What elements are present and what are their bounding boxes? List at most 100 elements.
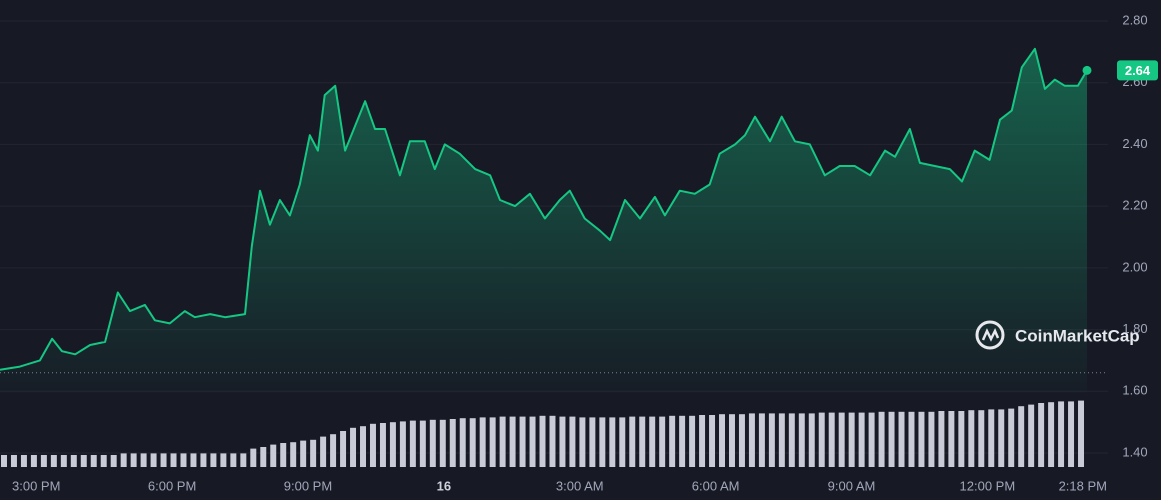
volume-bar xyxy=(260,447,267,467)
volume-bar xyxy=(998,409,1005,467)
volume-bar xyxy=(519,416,526,467)
volume-bar xyxy=(230,453,237,467)
volume-bar xyxy=(1,455,7,467)
volume-bar xyxy=(928,411,935,467)
volume-bar xyxy=(888,411,895,467)
volume-bar xyxy=(589,417,596,467)
volume-bar xyxy=(80,455,87,467)
volume-bar xyxy=(20,455,27,467)
volume-bar xyxy=(350,427,357,467)
volume-bar xyxy=(110,455,117,467)
price-tag-label: 2.64 xyxy=(1125,63,1151,78)
volume-bar xyxy=(369,423,376,467)
volume-bar xyxy=(1018,406,1025,467)
volume-bar xyxy=(300,440,307,467)
volume-bar xyxy=(579,417,586,467)
volume-bar xyxy=(649,416,656,467)
volume-bar xyxy=(489,417,496,467)
volume-bar xyxy=(419,420,426,467)
volume-bar xyxy=(100,455,107,467)
volume-bar xyxy=(619,417,626,467)
volume-bar xyxy=(320,436,327,467)
y-tick-label: 2.20 xyxy=(1122,198,1147,213)
volume-bar xyxy=(719,414,726,467)
volume-bar xyxy=(918,411,925,467)
volume-bar xyxy=(898,411,905,467)
volume-bar xyxy=(1048,402,1055,467)
volume-bar xyxy=(439,419,446,467)
volume-bar xyxy=(549,415,556,467)
volume-bar xyxy=(469,418,476,467)
volume-bar xyxy=(838,412,845,467)
x-tick-label: 9:00 AM xyxy=(828,478,876,493)
volume-bar xyxy=(878,411,885,467)
volume-bar xyxy=(868,412,875,467)
volume-bar xyxy=(409,420,416,467)
x-tick-label: 6:00 AM xyxy=(692,478,740,493)
x-tick-label: 16 xyxy=(437,478,451,493)
volume-bar xyxy=(50,455,57,467)
y-tick-label: 1.40 xyxy=(1122,444,1147,459)
volume-bar xyxy=(280,443,287,467)
volume-bar xyxy=(948,411,955,467)
volume-bar xyxy=(1058,401,1065,467)
volume-bar xyxy=(599,417,606,467)
volume-bar xyxy=(778,413,785,467)
x-tick-label: 6:00 PM xyxy=(148,478,196,493)
volume-bar xyxy=(130,453,137,467)
volume-bar xyxy=(699,415,706,467)
y-tick-label: 2.80 xyxy=(1122,12,1147,27)
axes: 1.401.601.802.002.202.402.602.803:00 PM 6… xyxy=(12,12,1158,493)
volume-bar xyxy=(529,416,536,467)
volume-bar xyxy=(818,412,825,467)
volume-bar xyxy=(170,453,177,467)
volume-bar xyxy=(798,413,805,467)
volume-bar xyxy=(210,453,217,467)
volume-bar xyxy=(10,455,17,467)
volume-bar xyxy=(360,426,366,467)
volume-bar xyxy=(200,453,207,467)
last-point xyxy=(1082,65,1092,75)
price-tag xyxy=(1117,60,1158,81)
logo xyxy=(975,320,1005,350)
volume-bar xyxy=(220,453,227,467)
volume-bar xyxy=(140,453,147,467)
volume-bar xyxy=(958,411,965,467)
volume-bar xyxy=(858,412,865,467)
volume-bar xyxy=(788,413,795,467)
volume-bar xyxy=(988,409,995,467)
volume-bar xyxy=(748,413,755,467)
volume-bar xyxy=(728,414,735,467)
volume-bar xyxy=(539,415,546,467)
volume-bar xyxy=(60,455,67,467)
y-tick-label: 1.80 xyxy=(1122,321,1147,336)
volume-bar xyxy=(1008,408,1015,467)
volume-bar xyxy=(1078,400,1085,467)
volume-bar xyxy=(190,453,197,467)
volume-bar xyxy=(250,448,257,467)
volume-bar xyxy=(499,416,506,467)
x-tick-label: 9:00 PM xyxy=(284,478,332,493)
volume-bar xyxy=(1038,403,1045,467)
volume-bar xyxy=(808,413,815,467)
volume-bar xyxy=(150,453,157,467)
volume-bar xyxy=(1028,404,1035,467)
volume-bar xyxy=(679,415,686,467)
x-tick-label: 3:00 PM xyxy=(12,478,60,493)
y-tick-label: 1.60 xyxy=(1122,383,1147,398)
volume-bar xyxy=(569,416,576,467)
price-area xyxy=(0,48,1087,394)
volume-bar xyxy=(669,415,676,467)
volume-bar xyxy=(908,411,915,467)
volume-bar xyxy=(978,410,985,467)
volume-bar xyxy=(459,418,466,467)
volume-bar xyxy=(509,416,516,467)
volume-bar xyxy=(90,455,97,467)
volume-bar xyxy=(340,431,347,467)
volume-bar xyxy=(399,421,406,467)
volume-bar xyxy=(479,417,486,467)
volume-bar xyxy=(429,419,436,467)
volume-bar xyxy=(270,444,277,467)
